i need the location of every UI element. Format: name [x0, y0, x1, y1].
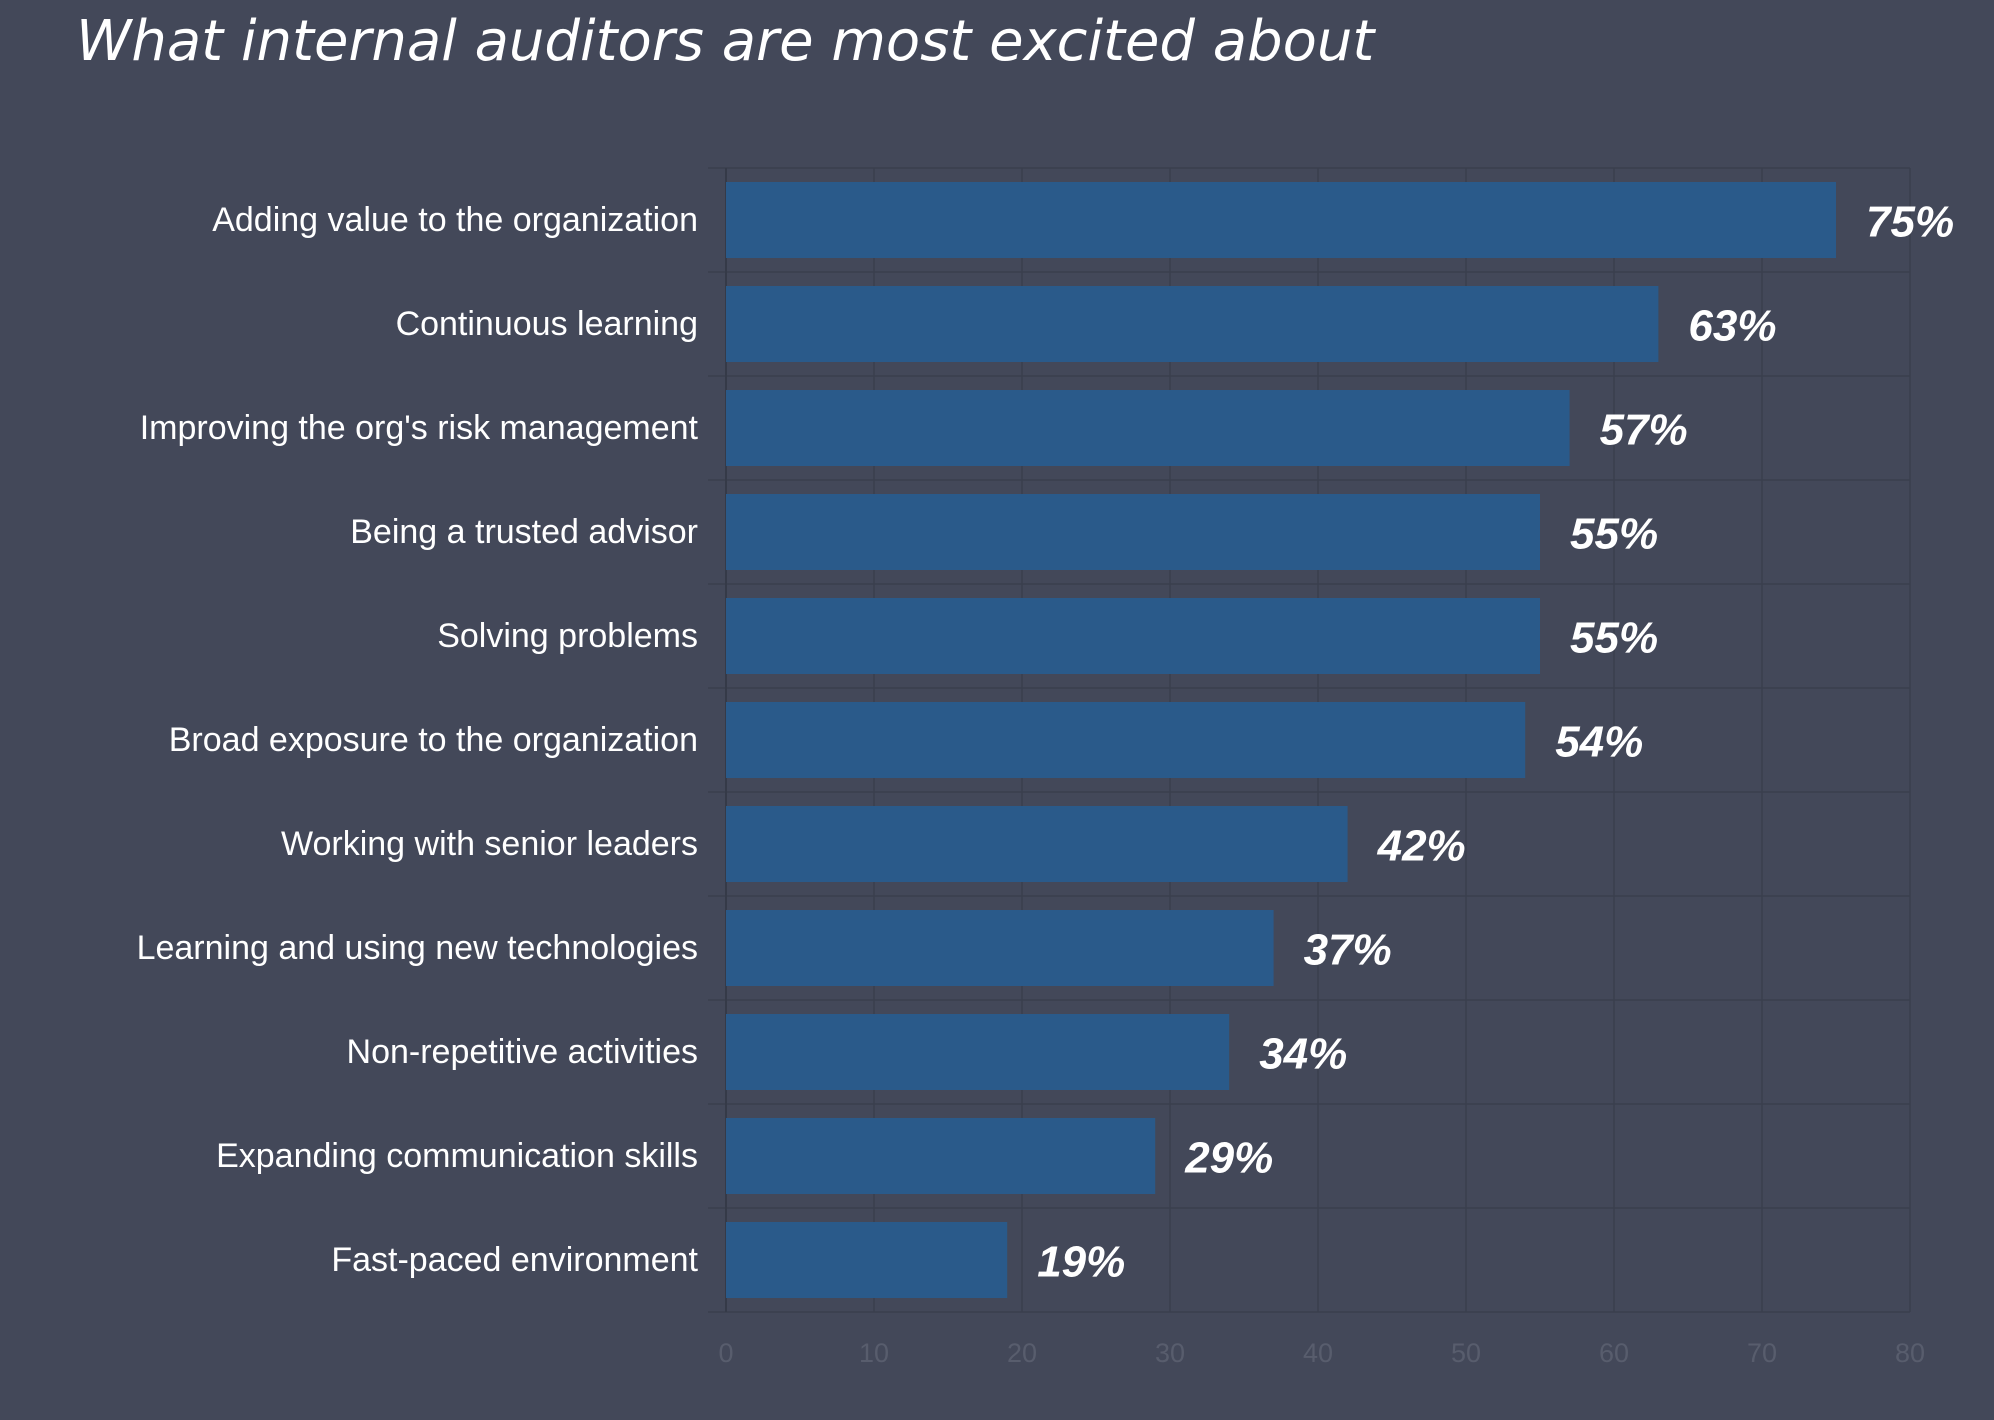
chart-title: What internal auditors are most excited …: [76, 9, 1375, 74]
bar: [726, 1222, 1008, 1298]
bar: [726, 598, 1540, 674]
x-tick-label: 10: [859, 1338, 889, 1368]
bar: [726, 1118, 1156, 1194]
category-label: Working with senior leaders: [281, 825, 698, 863]
category-label: Expanding communication skills: [216, 1137, 698, 1175]
category-label: Non-repetitive activities: [347, 1033, 698, 1071]
category-label: Learning and using new technologies: [137, 929, 698, 967]
category-label: Broad exposure to the organization: [169, 721, 698, 759]
category-label: Improving the org's risk management: [140, 409, 699, 447]
data-label: 63%: [1688, 302, 1776, 351]
x-tick-label: 20: [1007, 1338, 1037, 1368]
bar: [726, 910, 1274, 986]
category-label: Fast-paced environment: [331, 1241, 698, 1279]
data-label: 37%: [1304, 926, 1392, 975]
category-label: Solving problems: [437, 617, 698, 655]
data-label: 19%: [1037, 1238, 1125, 1287]
bar: [726, 390, 1570, 466]
x-tick-label: 0: [718, 1338, 733, 1368]
x-tick-label: 30: [1155, 1338, 1185, 1368]
bar: [726, 494, 1540, 570]
category-label: Adding value to the organization: [212, 201, 698, 239]
data-label: 57%: [1600, 406, 1688, 455]
data-label: 42%: [1377, 822, 1466, 871]
bar: [726, 286, 1659, 362]
bar: [726, 1014, 1230, 1090]
x-tick-label: 80: [1895, 1338, 1925, 1368]
category-label: Being a trusted advisor: [350, 513, 698, 551]
data-label: 29%: [1184, 1134, 1273, 1183]
x-tick-label: 70: [1747, 1338, 1777, 1368]
category-label: Continuous learning: [396, 305, 698, 343]
bar: [726, 806, 1348, 882]
x-tick-label: 50: [1451, 1338, 1481, 1368]
x-tick-label: 40: [1303, 1338, 1333, 1368]
bar: [726, 702, 1526, 778]
data-label: 55%: [1570, 510, 1658, 559]
data-label: 55%: [1570, 614, 1658, 663]
data-label: 54%: [1555, 718, 1643, 767]
data-label: 75%: [1866, 198, 1954, 247]
bar: [726, 182, 1836, 258]
x-tick-label: 60: [1599, 1338, 1629, 1368]
data-label: 34%: [1259, 1030, 1347, 1079]
